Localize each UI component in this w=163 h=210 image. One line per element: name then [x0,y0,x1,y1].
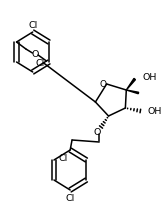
Polygon shape [126,78,135,90]
Text: Cl: Cl [36,59,45,67]
Polygon shape [126,90,139,94]
Text: Cl: Cl [28,21,37,29]
Text: O: O [32,50,39,59]
Text: O: O [99,80,106,88]
Text: OH: OH [142,72,157,81]
Text: Cl: Cl [59,154,68,163]
Text: O: O [94,127,101,136]
Text: Cl: Cl [66,193,75,202]
Text: OH: OH [148,106,162,116]
